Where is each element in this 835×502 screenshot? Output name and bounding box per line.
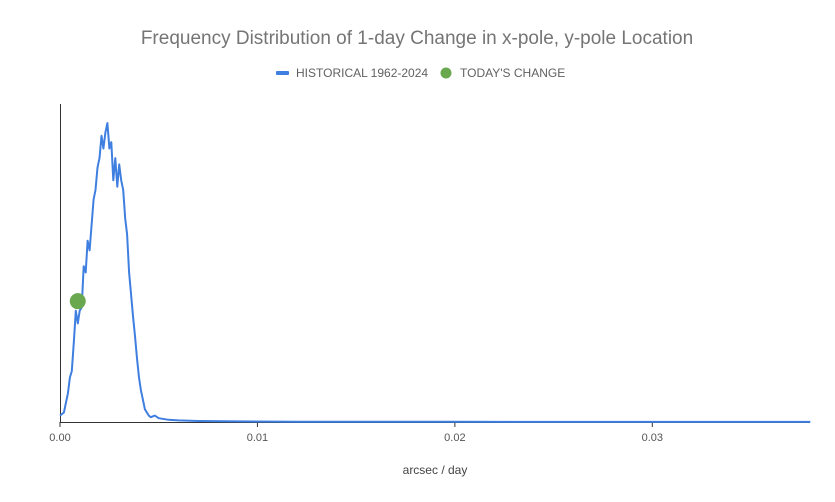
x-tick-label: 0.01 bbox=[247, 432, 268, 444]
series-line-historical bbox=[59, 122, 811, 423]
chart-title: Frequency Distribution of 1-day Change i… bbox=[141, 28, 693, 49]
legend-label-today: TODAY'S CHANGE bbox=[460, 66, 565, 80]
legend: HISTORICAL 1962-2024 TODAY'S CHANGE bbox=[276, 66, 565, 80]
series-point-todays-change bbox=[69, 293, 86, 310]
x-tick-label: 0.02 bbox=[444, 432, 465, 444]
legend-label-historical: HISTORICAL 1962-2024 bbox=[296, 66, 428, 80]
x-ticks: 0.00 0.01 0.02 0.03 bbox=[49, 422, 663, 444]
x-tick-label: 0.00 bbox=[49, 432, 70, 444]
x-tick-label: 0.03 bbox=[642, 432, 663, 444]
legend-point-swatch bbox=[440, 67, 452, 79]
x-axis-title: arcsec / day bbox=[403, 463, 468, 477]
legend-line-swatch bbox=[276, 71, 289, 75]
